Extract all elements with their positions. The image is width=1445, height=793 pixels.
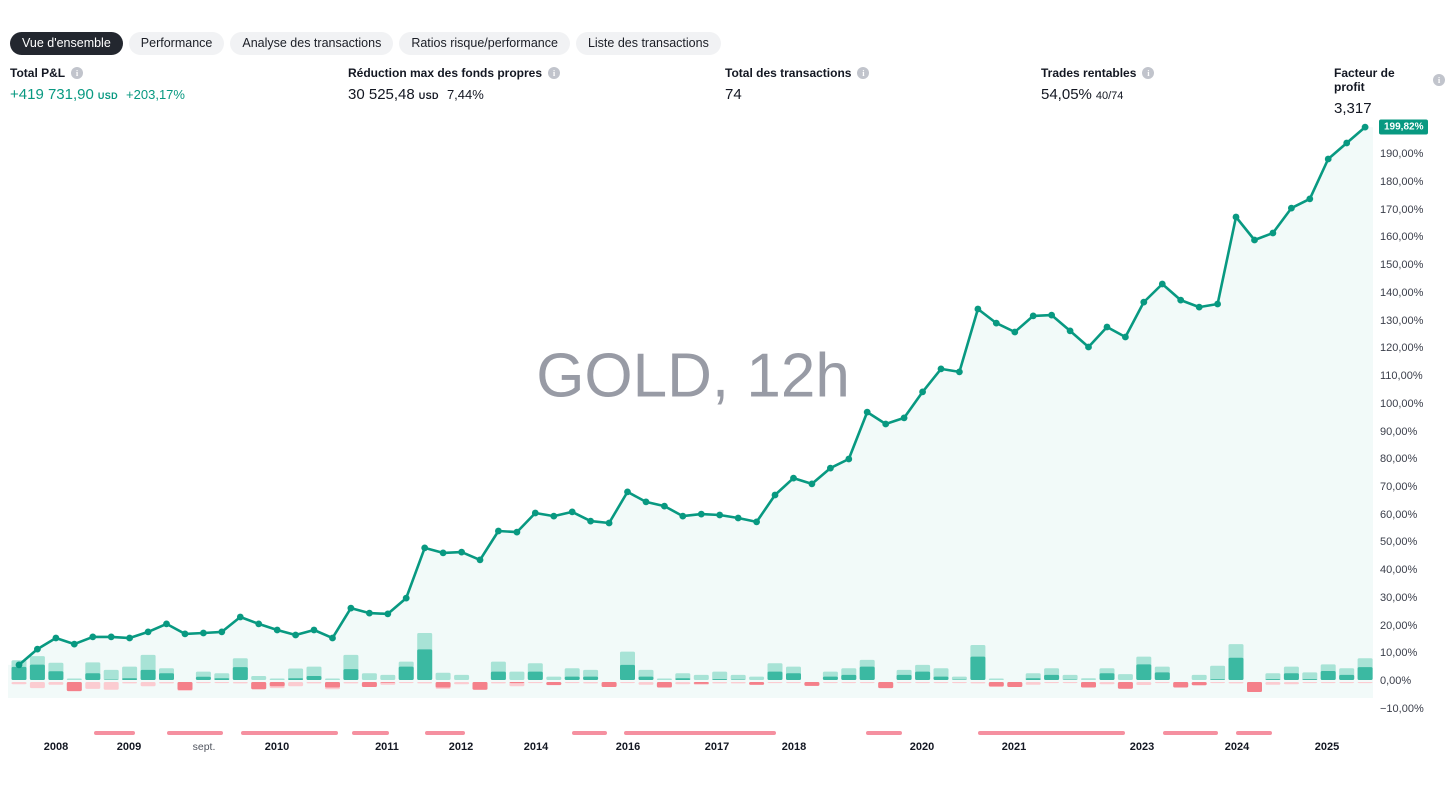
trade-pnl-bars — [11, 633, 1373, 692]
info-icon[interactable]: i — [1142, 67, 1155, 79]
y-axis-tick: 80,00% — [1380, 453, 1418, 466]
tab-ratios-risque-performance[interactable]: Ratios risque/performance — [399, 32, 570, 55]
y-axis-tick: 180,00% — [1380, 176, 1424, 189]
equity-area-fill — [8, 127, 1373, 699]
stat-extra: +203,17% — [126, 87, 185, 102]
x-axis-label: 2008 — [43, 741, 69, 753]
stat-label: Total des transactions — [725, 66, 852, 80]
last-value-badge: 199,82% — [1379, 119, 1429, 135]
stat-value: 54,05% — [1041, 86, 1092, 103]
y-axis-tick: 40,00% — [1380, 564, 1418, 577]
drawdown-segment — [425, 731, 465, 735]
y-axis-tick: 160,00% — [1380, 231, 1424, 244]
drawdown-segment — [624, 731, 776, 735]
x-axis-label: 2012 — [448, 741, 474, 753]
y-axis-tick: 100,00% — [1380, 397, 1424, 410]
stat-extra: 40/74 — [1095, 90, 1124, 102]
stat-value: +419 731,90 — [10, 86, 94, 103]
tab-performance[interactable]: Performance — [128, 32, 225, 55]
drawdown-segment — [94, 731, 135, 735]
trade-markers — [15, 123, 1369, 669]
x-axis-label: 2024 — [1224, 741, 1250, 753]
y-axis-tick: −10,00% — [1380, 702, 1424, 715]
stat-value: 3,317 — [1334, 100, 1372, 117]
x-axis-label: 2010 — [264, 741, 290, 753]
x-axis-label: 2021 — [1001, 741, 1027, 753]
info-icon[interactable]: i — [857, 67, 870, 79]
drawdown-segment — [167, 731, 223, 735]
x-axis-label: sept. — [192, 741, 216, 753]
y-axis-tick: 90,00% — [1380, 425, 1418, 438]
drawdown-segment — [978, 731, 1125, 735]
x-axis-label: 2020 — [909, 741, 935, 753]
drawdown-segment — [241, 731, 338, 735]
y-axis-tick: 110,00% — [1380, 370, 1423, 383]
y-axis-tick: 30,00% — [1380, 591, 1418, 604]
stat-extra: 7,44% — [446, 87, 484, 102]
stat-unit: USD — [418, 91, 439, 101]
drawdown-segment — [352, 731, 389, 735]
drawdown-segment — [572, 731, 607, 735]
drawdown-segment — [866, 731, 902, 735]
stat-facteur-de-profit: Facteur de profit i 3,317 — [1334, 66, 1445, 117]
stat-total-des-transactions: Total des transactions i 74 — [725, 66, 870, 103]
x-axis-label: 2017 — [704, 741, 730, 753]
symbol-watermark: GOLD, 12h — [536, 341, 850, 411]
stat-r-duction-max-des-fonds-propres: Réduction max des fonds propres i 30 525,4… — [348, 66, 561, 103]
report-tabs: Vue d'ensemble Performance Analyse des tra… — [10, 32, 721, 55]
x-axis-label: 2014 — [523, 741, 549, 753]
tab-liste-des-transactions[interactable]: Liste des transactions — [575, 32, 721, 55]
stat-unit: USD — [97, 91, 119, 101]
y-axis-tick: 130,00% — [1380, 314, 1424, 327]
y-axis-tick: 10,00% — [1380, 647, 1418, 660]
stat-value: 74 — [725, 86, 742, 103]
x-axis-label: 2025 — [1314, 741, 1340, 753]
y-axis-tick: 60,00% — [1380, 508, 1418, 521]
x-axis-label: 2023 — [1129, 741, 1155, 753]
drawdown-segment — [1236, 731, 1272, 735]
y-axis-tick: 140,00% — [1380, 286, 1424, 299]
x-axis-label: 2011 — [375, 741, 399, 753]
y-axis-tick: 170,00% — [1380, 203, 1424, 216]
y-axis-tick: 50,00% — [1380, 536, 1418, 549]
stat-total-p-l: Total P&L i +419 731,90 USD +203,17% — [10, 66, 185, 103]
y-axis-tick: 0,00% — [1380, 675, 1412, 687]
info-icon[interactable]: i — [548, 67, 561, 79]
y-axis-tick: 150,00% — [1380, 259, 1424, 272]
stat-label: Trades rentables — [1041, 66, 1137, 80]
stat-label: Facteur de profit — [1334, 66, 1395, 94]
y-axis-tick: 190,00% — [1380, 148, 1424, 161]
y-axis-tick: 20,00% — [1380, 619, 1418, 632]
y-axis-tick: 120,00% — [1380, 342, 1424, 355]
tab-analyse-des-transactions[interactable]: Analyse des transactions — [230, 32, 394, 55]
stat-value: 30 525,48 — [348, 86, 415, 103]
x-axis-label: 2018 — [781, 741, 807, 753]
x-axis-label: 2009 — [116, 741, 142, 753]
info-icon[interactable]: i — [71, 67, 84, 79]
stat-label: Total P&L — [10, 66, 66, 80]
stat-label: Réduction max des fonds propres — [348, 66, 543, 80]
info-icon[interactable]: i — [1433, 74, 1445, 86]
x-axis-label: 2016 — [615, 741, 641, 753]
tab-vue-d-ensemble[interactable]: Vue d'ensemble — [10, 32, 123, 55]
drawdown-segment — [1163, 731, 1218, 735]
stat-trades-rentables: Trades rentables i 54,05% 40/74 — [1041, 66, 1155, 103]
y-axis-tick: 70,00% — [1380, 480, 1418, 493]
